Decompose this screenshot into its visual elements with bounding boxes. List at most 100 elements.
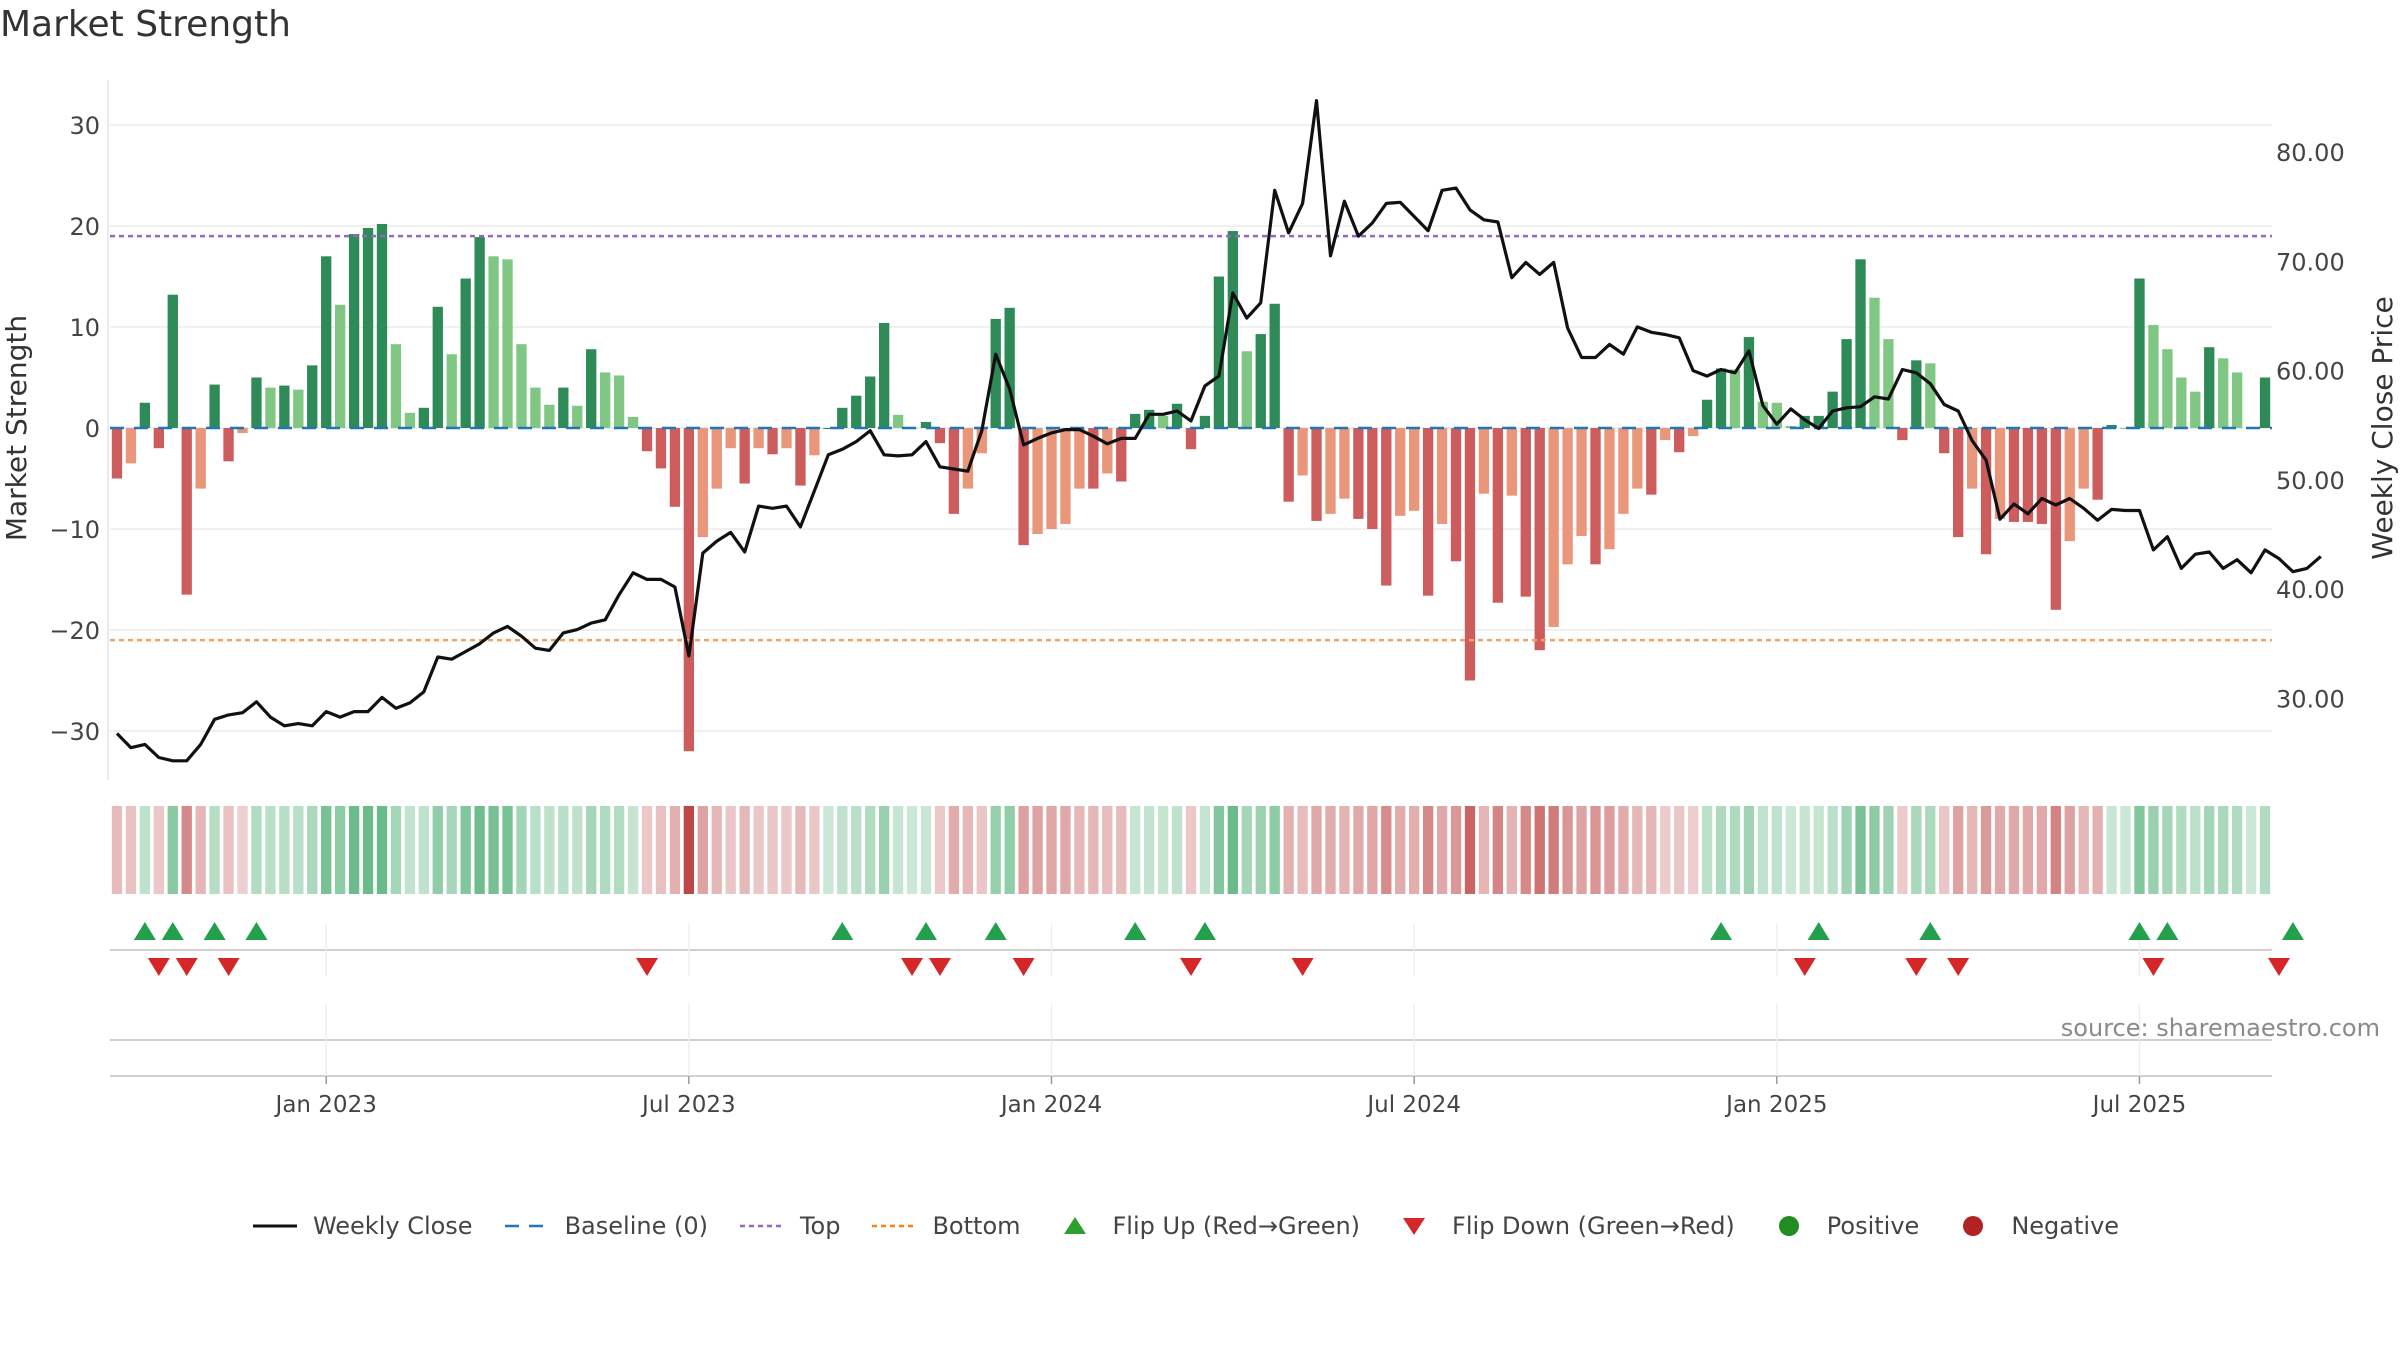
- strip-cell: [1450, 806, 1462, 894]
- strip-cell: [767, 806, 778, 894]
- strip-cell: [502, 806, 513, 894]
- y-left-tick-label: −10: [49, 516, 100, 544]
- y-right-tick-label: 70.00: [2276, 248, 2345, 276]
- strip-cell: [1171, 806, 1183, 894]
- flip-down-marker: [1947, 958, 1970, 976]
- strength-bar: [488, 256, 499, 428]
- strip-cell: [237, 806, 248, 894]
- strip-cell: [2134, 806, 2145, 894]
- legend-item: Positive: [1765, 1212, 1919, 1240]
- strength-bar: [1004, 307, 1015, 428]
- strip-cell: [1185, 806, 1197, 894]
- strip-cell: [1883, 806, 1894, 894]
- flip-up-marker: [1919, 922, 1942, 940]
- x-tick-label: Jul 2024: [1365, 1092, 1461, 1118]
- strength-bar: [1353, 428, 1364, 519]
- strength-bar: [432, 306, 443, 428]
- strip-cell: [1464, 806, 1476, 894]
- strength-bar: [1297, 428, 1308, 476]
- strength-bar: [655, 428, 667, 469]
- strip-cell: [530, 806, 541, 894]
- strip-cell: [1757, 806, 1769, 894]
- legend-swatch: [1403, 1218, 1426, 1235]
- strip-cell: [1520, 806, 1531, 894]
- flip-down-marker: [928, 958, 951, 976]
- strength-bar: [1618, 428, 1629, 514]
- strength-bar: [2162, 349, 2173, 428]
- legend: Weekly Close Baseline (0) Top Bottom Flip Up…: [0, 1204, 2400, 1248]
- strip-cell: [1897, 806, 1908, 894]
- y-right-axis-title: Weekly Close Price: [2366, 296, 2399, 559]
- strip-cell: [2218, 806, 2229, 894]
- strength-bar: [223, 428, 234, 462]
- strength-bar: [739, 428, 750, 484]
- strip-cell: [2064, 806, 2075, 894]
- strip-cell: [2106, 806, 2117, 894]
- chart-title: Market Strength: [0, 4, 291, 45]
- strip-cell: [1227, 806, 1239, 894]
- strength-bar: [1478, 428, 1490, 494]
- y-right-tick-label: 40.00: [2276, 576, 2345, 604]
- x-tick-label: Jan 2024: [999, 1092, 1102, 1118]
- strip-cell: [906, 806, 918, 894]
- strip-cell: [2022, 806, 2034, 894]
- y-left-tick-label: −20: [49, 617, 100, 645]
- strip-cell: [209, 806, 220, 894]
- strength-bar: [2008, 428, 2020, 522]
- strength-bar: [558, 387, 569, 428]
- strength-bar: [2176, 377, 2187, 428]
- flip-down-marker: [1905, 958, 1928, 976]
- strip-cell: [251, 806, 262, 894]
- strength-bar: [1283, 428, 1294, 502]
- strip-cell: [1618, 806, 1629, 894]
- strength-bar: [1715, 368, 1727, 428]
- strength-bar: [586, 349, 597, 428]
- strip-cell: [1381, 806, 1392, 894]
- strength-bar: [1436, 428, 1448, 524]
- strength-bar: [1422, 428, 1434, 596]
- strength-bar: [362, 228, 374, 428]
- strength-bar: [795, 428, 806, 486]
- strip-cell: [613, 806, 625, 894]
- strip-cell: [1422, 806, 1434, 894]
- flip-down-marker: [217, 958, 240, 976]
- x-tick-label: Jul 2025: [2091, 1092, 2187, 1118]
- strip-cell: [1813, 806, 1824, 894]
- strength-bar: [1032, 428, 1043, 535]
- strip-cell: [669, 806, 681, 894]
- flip-up-marker: [1807, 922, 1830, 940]
- strip-cell: [1966, 806, 1978, 894]
- strip-cell: [1143, 806, 1155, 894]
- strength-bar: [600, 372, 611, 428]
- strength-bar: [1116, 428, 1127, 482]
- flip-down-marker: [1012, 958, 1035, 976]
- strip-cell: [2162, 806, 2173, 894]
- strip-cell: [432, 806, 443, 894]
- strip-cell: [446, 806, 457, 894]
- strip-cell: [1116, 806, 1127, 894]
- strip-cell: [1701, 806, 1713, 894]
- strength-bar: [321, 256, 332, 428]
- strip-cell: [627, 806, 639, 894]
- strip-cell: [279, 806, 290, 894]
- strength-bar: [181, 428, 192, 595]
- strip-cell: [1980, 806, 1992, 894]
- strength-bar: [1646, 428, 1657, 495]
- strength-bar: [1757, 401, 1769, 428]
- strip-cell: [1632, 806, 1643, 894]
- strength-bar: [2036, 428, 2048, 524]
- strength-bar: [1102, 428, 1113, 474]
- flip-up-marker: [2128, 922, 2151, 940]
- strip-cell: [865, 806, 876, 894]
- strength-bar: [962, 428, 973, 489]
- strip-cell: [2078, 806, 2089, 894]
- strength-bar: [1367, 428, 1378, 529]
- strength-bar: [1492, 428, 1504, 603]
- strip-cell: [1743, 806, 1755, 894]
- flip-down-marker: [1793, 958, 1816, 976]
- strength-bar: [851, 395, 862, 428]
- strength-bar: [878, 322, 890, 428]
- strength-bar: [1939, 428, 1950, 454]
- strip-cell: [558, 806, 569, 894]
- strength-bar: [1018, 428, 1029, 546]
